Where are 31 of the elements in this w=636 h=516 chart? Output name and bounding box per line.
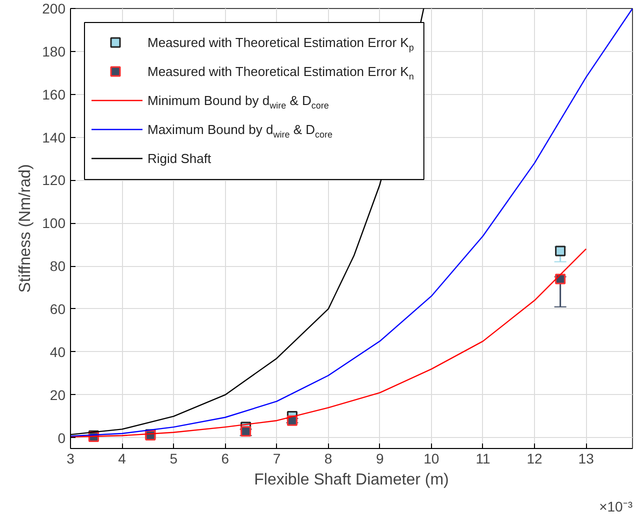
y-tick-label: 40 [50,344,66,360]
y-tick-label: 20 [50,386,66,403]
legend-label: Rigid Shaft [148,151,212,166]
y-tick-label: 120 [42,172,66,188]
y-tick-label: 140 [42,129,66,146]
y-axis-title: Stiffness (Nm/rad) [17,164,34,293]
x-tick-label: 13 [578,450,594,466]
y-tick-label: 180 [42,43,66,60]
x-tick-label: 11 [476,450,490,466]
x-tick-label: 5 [170,450,178,466]
x-tick-label: 6 [221,450,230,466]
point [240,426,252,437]
y-tick-label: 80 [50,258,66,274]
point [555,246,566,256]
y-tick-label: 60 [50,300,66,317]
line-series [70,248,587,438]
x-tick-label: 12 [526,450,543,466]
x-tick-label: 8 [324,450,332,466]
x-axis-title: Flexible Shaft Diameter (m) [254,472,449,488]
x-tick-label: 9 [376,450,384,466]
point [555,274,566,284]
x-tick-label: 3 [66,450,75,466]
x-tick-label: 4 [118,450,126,466]
text: ×10⁻³ [599,498,633,514]
x-tick-label: 10 [424,450,440,466]
x-tick-label: 7 [272,450,281,466]
line-series [70,8,632,437]
y-tick-label: 160 [42,86,66,102]
y-tick-label: 0 [58,430,66,446]
y-tick-label: 200 [42,0,66,16]
y-tick-label: 100 [42,215,66,232]
